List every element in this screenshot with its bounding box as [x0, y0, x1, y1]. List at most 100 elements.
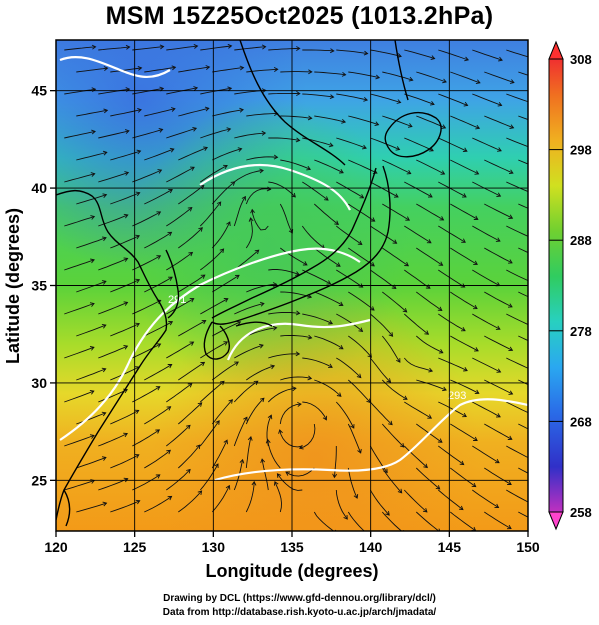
streamline-arrow	[362, 144, 367, 150]
streamline	[76, 456, 107, 469]
isotherm-contour	[214, 398, 528, 482]
streamline	[370, 181, 399, 198]
streamline	[234, 46, 266, 51]
streamline	[416, 379, 447, 391]
streamline-arrow	[365, 532, 369, 536]
mainland-coastline	[56, 189, 168, 521]
streamline	[438, 137, 468, 152]
streamline	[234, 170, 264, 183]
streamline-arrow	[227, 86, 233, 92]
streamline	[438, 445, 464, 465]
streamline	[64, 46, 96, 51]
streamline-arrow	[254, 249, 260, 255]
shikoku-coastline	[235, 321, 273, 327]
streamline	[370, 225, 397, 244]
streamline-arrow	[234, 274, 240, 280]
streamline-arrow	[544, 123, 548, 127]
streamline-arrow	[509, 124, 515, 129]
streamline	[472, 93, 502, 106]
streamline	[382, 71, 413, 81]
streamline-arrow	[135, 191, 141, 197]
streamline-arrow	[89, 389, 95, 395]
streamline-arrow	[295, 351, 301, 357]
streamline-arrow	[532, 146, 536, 150]
streamline	[348, 71, 380, 79]
streamline	[369, 445, 388, 473]
streamline	[199, 463, 219, 491]
x-tick-label: 130	[202, 539, 226, 555]
streamline	[416, 247, 443, 266]
streamline-arrow	[135, 234, 140, 240]
streamline-arrow	[396, 99, 402, 104]
streamline	[484, 467, 512, 485]
kyushu-coastline	[203, 321, 230, 360]
streamline-arrow	[426, 239, 432, 244]
streamline-arrow	[90, 215, 96, 220]
streamline	[381, 379, 408, 400]
streamline	[404, 93, 435, 105]
streamline	[285, 467, 315, 477]
streamline-arrow	[462, 412, 467, 418]
streamline-arrow	[435, 485, 441, 490]
streamline-arrow	[166, 449, 171, 455]
colorbar-scale	[548, 58, 564, 513]
streamline	[246, 156, 278, 161]
streamline-arrow	[429, 147, 434, 152]
streamline-arrow	[103, 108, 109, 114]
streamline-arrow	[353, 494, 359, 499]
streamline	[335, 401, 355, 429]
streamline-arrow	[136, 149, 142, 155]
streamline-arrow	[156, 343, 162, 348]
streamline	[144, 231, 172, 249]
streamline	[280, 247, 308, 266]
streamline-arrow	[123, 257, 129, 262]
streamline	[144, 276, 173, 293]
streamline-arrow	[204, 106, 210, 112]
streamline	[212, 361, 239, 381]
streamline-arrow	[441, 124, 447, 129]
streamline-arrow	[531, 191, 535, 195]
streamline-arrow	[223, 439, 228, 445]
streamline-arrow	[248, 217, 254, 222]
streamline-arrow	[543, 345, 547, 349]
streamline	[280, 115, 312, 119]
streamline-arrow	[508, 169, 514, 175]
streamline-arrow	[102, 193, 108, 199]
streamline	[76, 237, 107, 249]
streamline-arrow	[459, 460, 465, 466]
x-tick-label: 145	[438, 539, 462, 555]
streamline-arrow	[532, 101, 536, 105]
streamline-arrow	[328, 142, 334, 148]
streamline-arrow	[531, 236, 535, 240]
streamline	[450, 379, 480, 394]
streamline	[450, 511, 476, 531]
streamline-arrow	[405, 216, 411, 221]
streamline	[64, 390, 94, 403]
streamline-arrow	[442, 78, 447, 84]
streamline-arrow	[276, 473, 282, 478]
streamline	[416, 159, 445, 175]
streamline-arrow	[243, 416, 248, 422]
streamline-arrow	[193, 86, 199, 91]
streamline-arrow	[168, 321, 174, 326]
streamline-arrow	[530, 457, 534, 461]
streamline	[132, 87, 164, 95]
streamline	[132, 255, 161, 271]
streamline	[382, 203, 410, 221]
streamline	[132, 169, 162, 183]
streamline-arrow	[508, 390, 514, 395]
streamline-arrow	[335, 262, 341, 267]
streamline-arrow	[270, 364, 276, 370]
streamline	[438, 181, 467, 198]
streamline	[166, 166, 195, 183]
streamline-arrow	[285, 471, 291, 476]
streamline-arrow	[442, 386, 447, 392]
streamline	[302, 181, 329, 201]
streamline	[518, 379, 528, 385]
streamline-arrow	[475, 79, 481, 85]
streamline	[472, 445, 500, 464]
streamline	[178, 362, 205, 381]
streamline	[313, 203, 339, 225]
streamline	[246, 365, 275, 381]
streamline	[404, 181, 433, 198]
